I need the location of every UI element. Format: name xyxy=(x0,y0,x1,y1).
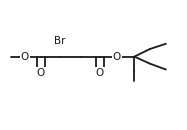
Text: Br: Br xyxy=(54,36,66,46)
Text: O: O xyxy=(36,68,45,78)
Text: O: O xyxy=(113,52,121,62)
Text: O: O xyxy=(21,52,29,62)
Text: O: O xyxy=(96,68,104,78)
